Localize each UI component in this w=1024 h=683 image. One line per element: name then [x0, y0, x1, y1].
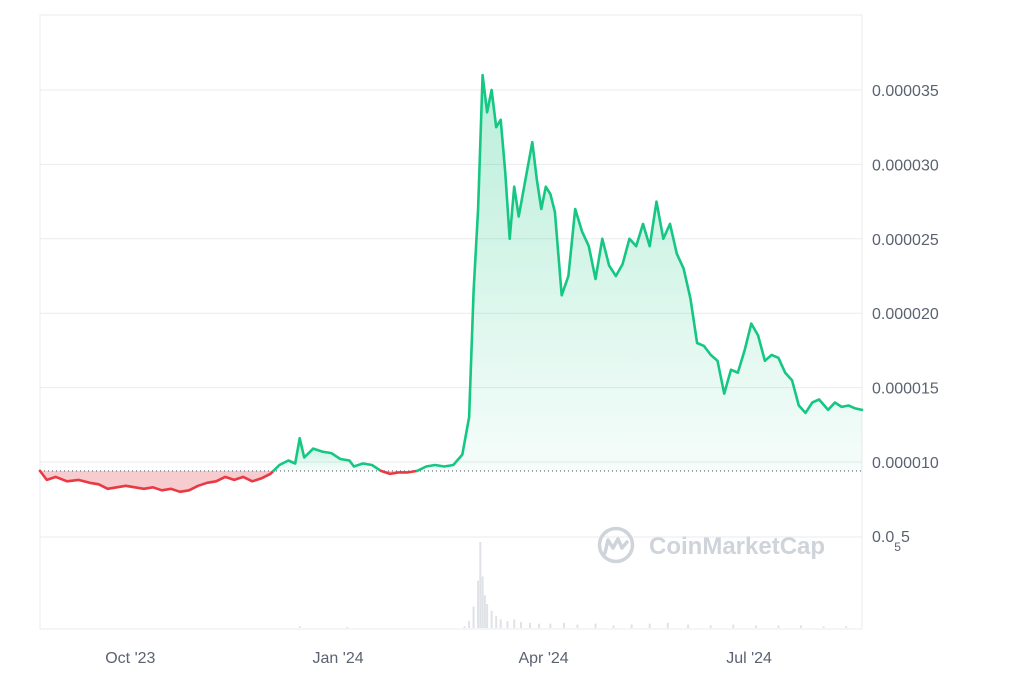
price-line-down [38, 469, 275, 494]
x-tick-label: Jan '24 [313, 650, 364, 667]
y-tick-label: 0.000020 [872, 306, 939, 323]
y-tick-label: 0.000025 [872, 232, 939, 249]
volume-bar [490, 610, 493, 628]
volume-bar [463, 626, 466, 628]
volume-bar [481, 576, 484, 628]
price-area [40, 75, 862, 492]
watermark-text: CoinMarketCap [649, 533, 825, 560]
price-area-up [417, 75, 862, 471]
volume-bar [777, 625, 780, 628]
volume-bar [346, 627, 349, 628]
price-area-down [40, 470, 274, 492]
volume-bar [468, 621, 471, 628]
volume-bar [495, 615, 498, 628]
volume-bar [594, 623, 597, 628]
x-tick-label: Apr '24 [518, 650, 568, 667]
volume-bar [538, 623, 541, 628]
volume-bar [800, 625, 803, 628]
volume-bar [472, 606, 475, 628]
volume-bar [479, 542, 482, 628]
y-tick-label: 0.000015 [872, 381, 939, 398]
coinmarketcap-logo-icon [597, 526, 635, 564]
volume-bar [506, 621, 509, 628]
volume-axis-label: 0.055 [872, 529, 910, 554]
volume-bar [562, 622, 565, 628]
volume-bar [822, 626, 825, 628]
volume-bar [687, 624, 690, 628]
volume-bar [630, 624, 633, 628]
volume-bar [732, 624, 735, 628]
volume-bar [529, 622, 532, 628]
y-tick-label: 0.000035 [872, 83, 939, 100]
x-tick-label: Oct '23 [105, 650, 155, 667]
volume-bar [486, 603, 489, 628]
volume-bar [612, 625, 615, 628]
y-tick-label: 0.000030 [872, 157, 939, 174]
volume-bars [298, 542, 848, 628]
volume-bar [483, 595, 486, 628]
volume-bar [754, 625, 757, 628]
volume-bar [666, 622, 669, 628]
price-line-up [415, 73, 864, 473]
watermark: CoinMarketCap [597, 526, 825, 564]
volume-axis-label-main: 0.0 [872, 529, 894, 546]
volume-axis-label-tail: 5 [901, 529, 910, 546]
volume-bar [520, 621, 523, 628]
x-axis-ticks: Oct '23 Jan '24 Apr '24 Jul '24 [105, 650, 772, 667]
volume-bar [709, 625, 712, 628]
volume-axis-label-sub: 5 [894, 540, 901, 554]
price-area-up [273, 438, 381, 471]
volume-bar [477, 580, 480, 628]
volume-bar [549, 623, 552, 628]
volume-bar [298, 626, 301, 628]
volume-bar [513, 619, 516, 628]
x-tick-label: Jul '24 [726, 650, 772, 667]
y-axis-ticks: 0.000035 0.000030 0.000025 0.000020 0.000015… [872, 83, 939, 472]
y-tick-label: 0.000010 [872, 455, 939, 472]
price-line [38, 73, 864, 494]
price-line-up [272, 436, 383, 473]
price-line-down [379, 469, 419, 476]
volume-bar [576, 624, 579, 628]
volume-bar [648, 623, 651, 628]
plot-frame [39, 14, 863, 630]
volume-bar [845, 626, 848, 628]
volume-bar [499, 619, 502, 628]
